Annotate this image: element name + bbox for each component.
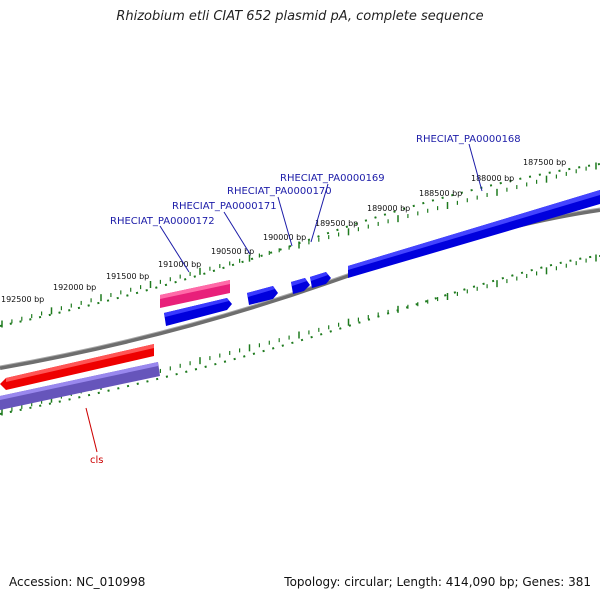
- gene-label: RHECIAT_PA0000170: [227, 186, 332, 197]
- gene-RHECIAT_PA0000171[interactable]: [247, 286, 278, 305]
- gene-label: RHECIAT_PA0000169: [280, 173, 385, 184]
- tick-label: 191500 bp: [106, 272, 149, 281]
- gene-label: RHECIAT_PA0000172: [110, 216, 215, 227]
- tick-label: 191000 bp: [158, 260, 201, 269]
- tick-label: 189500 bp: [315, 219, 358, 228]
- accession-text: Accession: NC_010998: [9, 575, 146, 589]
- label-leader: [159, 225, 190, 273]
- tick-label: 192000 bp: [53, 283, 96, 292]
- tick-label: 187500 bp: [523, 158, 566, 167]
- tick-label: 192500 bp: [1, 295, 44, 304]
- gene-label-cls: cls: [90, 455, 104, 466]
- label-leader: [310, 183, 329, 243]
- inner-ruler-ticks: [1, 254, 597, 416]
- tick-label: 188500 bp: [419, 189, 462, 198]
- map-title: Rhizobium etli CIAT 652 plasmid pA, comp…: [116, 9, 484, 24]
- gene-RHECIAT_PA0000170[interactable]: [291, 278, 310, 294]
- gene-RHECIAT_PA0000169[interactable]: [310, 272, 331, 288]
- label-leader: [223, 211, 251, 255]
- topology-summary: Topology: circular; Length: 414,090 bp; …: [284, 575, 591, 589]
- tick-label: 188000 bp: [471, 174, 514, 183]
- gene-label: RHECIAT_PA0000171: [172, 201, 277, 212]
- gene-cls-cds[interactable]: [0, 362, 160, 410]
- label-leader: [85, 407, 98, 453]
- tick-label: 190000 bp: [263, 233, 306, 242]
- outer-ruler-line: [0, 163, 600, 327]
- tick-label: 189000 bp: [367, 204, 410, 213]
- gene-RHECIAT_PA0000168[interactable]: [348, 190, 600, 278]
- outer-ruler-ticks: [1, 162, 597, 328]
- gene-RHECIAT_PA0000172-gene-bar[interactable]: [160, 280, 230, 308]
- gene-cls-bar[interactable]: [0, 344, 154, 390]
- label-leader: [468, 143, 483, 192]
- gene-label: RHECIAT_PA0000168: [416, 134, 521, 145]
- tick-label: 190500 bp: [211, 247, 254, 256]
- label-leader: [277, 196, 293, 247]
- gene-RHECIAT_PA0000172[interactable]: [164, 298, 232, 326]
